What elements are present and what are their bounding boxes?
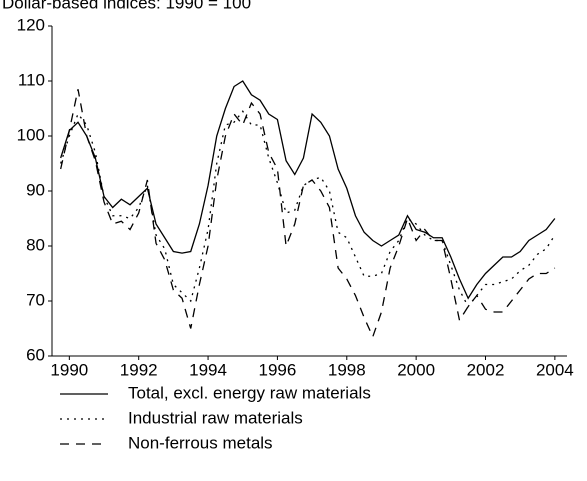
y-tick-label: 110 bbox=[18, 70, 45, 89]
legend-label: Non-ferrous metals bbox=[128, 433, 273, 452]
x-tick-label: 1996 bbox=[259, 360, 297, 379]
x-tick-label: 1992 bbox=[120, 360, 158, 379]
legend-label: Total, excl. energy raw materials bbox=[128, 383, 371, 402]
series-line bbox=[60, 80, 556, 300]
y-tick-label: 100 bbox=[17, 125, 45, 144]
y-tick-label: 60 bbox=[26, 345, 45, 364]
legend-label: Industrial raw materials bbox=[128, 408, 303, 427]
y-tick-label: 90 bbox=[26, 180, 45, 199]
y-tick-label: 70 bbox=[26, 290, 45, 309]
x-tick-label: 2004 bbox=[536, 360, 574, 379]
x-tick-label: 1990 bbox=[50, 360, 88, 379]
chart-title: Dollar-based indices: 1990 = 100 bbox=[2, 0, 251, 12]
y-tick-label: 120 bbox=[17, 15, 45, 34]
series-line bbox=[60, 110, 556, 308]
x-tick-label: 2000 bbox=[397, 360, 435, 379]
y-tick-label: 80 bbox=[26, 235, 45, 254]
x-tick-label: 1994 bbox=[189, 360, 227, 379]
x-tick-label: 2002 bbox=[467, 360, 505, 379]
x-tick-label: 1998 bbox=[328, 360, 366, 379]
series-line bbox=[60, 89, 556, 339]
